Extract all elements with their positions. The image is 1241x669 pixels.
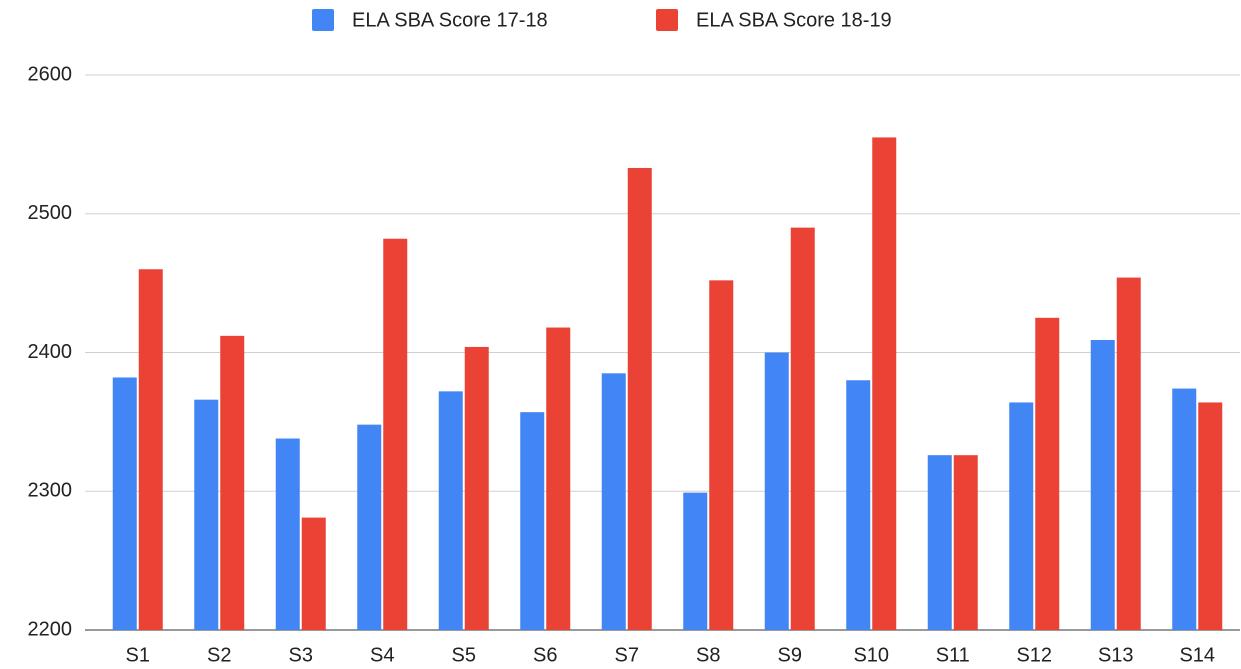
bar <box>546 327 571 630</box>
legend-label: ELA SBA Score 17-18 <box>352 9 548 31</box>
bar <box>764 352 789 630</box>
bar <box>1116 277 1141 630</box>
bar <box>927 455 952 630</box>
x-tick-label: S7 <box>615 644 639 666</box>
bar <box>438 391 463 630</box>
bar <box>357 424 382 630</box>
bar <box>627 167 652 630</box>
bar <box>1172 388 1197 630</box>
x-tick-label: S2 <box>207 644 231 666</box>
bar <box>112 377 137 630</box>
legend-label: ELA SBA Score 18-19 <box>696 9 892 31</box>
bar <box>953 455 978 630</box>
bar <box>1090 340 1115 630</box>
bar <box>383 238 408 630</box>
y-tick-label: 2200 <box>28 618 73 640</box>
bar <box>275 438 300 630</box>
bar <box>520 412 545 630</box>
bar <box>1035 317 1060 630</box>
x-tick-label: S5 <box>452 644 476 666</box>
y-tick-label: 2500 <box>28 202 73 224</box>
x-tick-label: S11 <box>936 644 970 666</box>
legend-swatch <box>656 9 678 31</box>
bar <box>601 373 626 630</box>
x-tick-label: S13 <box>1098 644 1134 666</box>
bar <box>846 380 871 630</box>
bar <box>220 335 245 630</box>
x-tick-label: S3 <box>289 644 313 666</box>
bar <box>301 517 326 630</box>
x-tick-label: S6 <box>533 644 557 666</box>
bar <box>464 346 489 630</box>
bar <box>194 399 219 630</box>
x-tick-label: S14 <box>1179 644 1215 666</box>
bar <box>1009 402 1034 630</box>
x-tick-label: S1 <box>126 644 150 666</box>
legend-swatch <box>312 9 334 31</box>
y-tick-label: 2300 <box>28 480 73 502</box>
y-tick-label: 2600 <box>28 63 73 85</box>
x-tick-label: S9 <box>778 644 802 666</box>
bar <box>1198 402 1223 630</box>
x-tick-label: S12 <box>1016 644 1052 666</box>
x-tick-label: S10 <box>853 644 889 666</box>
y-tick-label: 2400 <box>28 341 73 363</box>
x-tick-label: S8 <box>696 644 720 666</box>
bar <box>138 269 163 630</box>
bar <box>683 492 708 630</box>
bar <box>709 280 734 630</box>
bar <box>790 227 815 630</box>
bar <box>872 137 897 630</box>
x-tick-label: S4 <box>370 644 394 666</box>
